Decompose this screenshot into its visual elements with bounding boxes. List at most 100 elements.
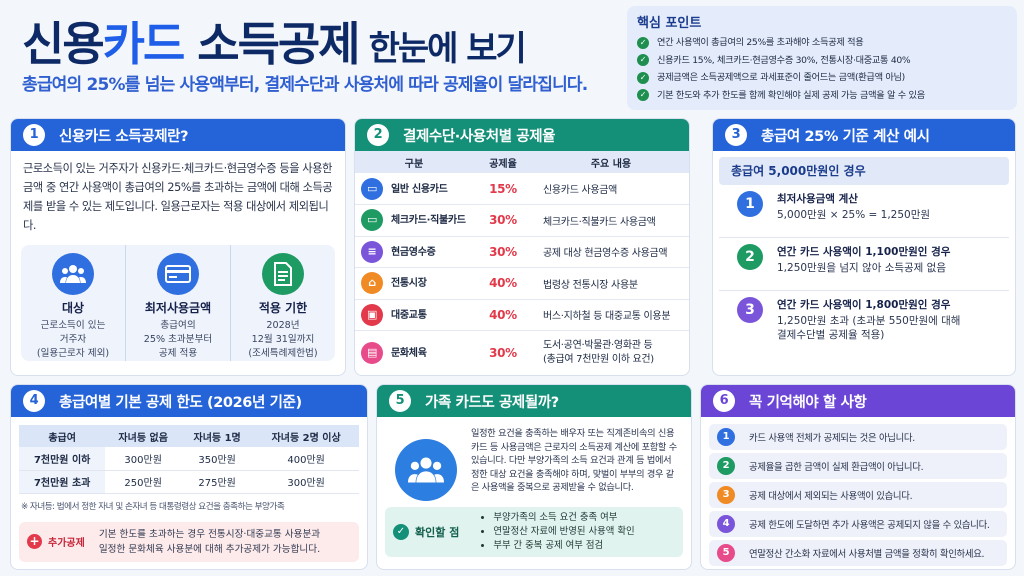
- document-icon: [262, 253, 304, 295]
- receipt-icon: ≡: [361, 240, 383, 263]
- card-header: 6 꼭 기억해야 할 사항: [701, 385, 1015, 417]
- extra-deduction-box: + 추가공제 기본 한도를 초과하는 경우 전통시장·대중교통 사용분과 일정한 문…: [19, 521, 359, 562]
- table-header: 공제율: [473, 151, 533, 173]
- table-row: 7천만원 초과 250만원 275만원 300만원: [19, 470, 359, 494]
- list-item: 4 공제 한도에 도달하면 추가 사용액은 공제되지 않을 수 있습니다.: [709, 511, 1007, 537]
- card-description: 근로소득이 있는 거주자가 신용카드·체크카드·현금영수증 등을 사용한 금액 …: [23, 162, 333, 232]
- key-points-title: 핵심 포인트: [637, 16, 702, 31]
- table-row: ▣ 대중교통 40% 버스·지하철 등 대중교통 이용분: [355, 299, 689, 331]
- card-title: 총급여별 기본 공제 한도 (2026년 기준): [59, 394, 302, 411]
- table-row: ▤ 문화체육 30% 도서·공연·박물관·영화관 등 (총급여 7천만원 이하 요건…: [355, 331, 689, 375]
- key-point-item: ✓ 기본 한도와 추가 한도를 함께 확인해야 실제 공제 가능 금액을 알 수 …: [637, 87, 1007, 105]
- people-icon: [52, 253, 94, 295]
- credit-card-icon: ▭: [361, 177, 383, 200]
- stat-label: 대상: [61, 301, 85, 315]
- card-title: 꼭 기억해야 할 사항: [749, 394, 867, 411]
- card-limits: 4 총급여별 기본 공제 한도 (2026년 기준) 총급여 자녀등 없음 자녀등…: [10, 384, 368, 570]
- ticket-icon: ▤: [361, 341, 383, 364]
- table-header: 자녀등 2명 이상: [253, 425, 359, 447]
- step-number: 2: [737, 244, 763, 270]
- list-item: 3 공제 대상에서 제외되는 사용액이 있습니다.: [709, 482, 1007, 508]
- table-row: ≡ 현금영수증 30% 공제 대상 현금영수증 사용금액: [355, 236, 689, 268]
- card-header: 2 결제수단·사용처별 공제율: [355, 119, 689, 151]
- card-rates: 2 결제수단·사용처별 공제율 구분 공제율 주요 내용 ▭ 일반 신용카드 15%…: [354, 118, 690, 376]
- example-step: 2 연간 카드 사용액이 1,100만원인 경우 1,250만원을 넘지 않아 소…: [719, 238, 1009, 291]
- bus-icon: ▣: [361, 303, 383, 326]
- section-number: 4: [23, 390, 45, 412]
- stat-label: 최저사용금액: [144, 301, 212, 315]
- stat-deadline: 적용 기한 2028년 12월 31일까지 (조세특례제한법): [231, 245, 335, 361]
- card-icon: [157, 253, 199, 295]
- list-item: 5 연말정산 간소화 자료에서 사용처별 금액을 정확히 확인하세요.: [709, 540, 1007, 566]
- table-header: 주요 내용: [533, 151, 689, 173]
- check-label: 확인할 점: [415, 526, 460, 539]
- example-step: 1 최저사용금액 계산 5,000만원 × 25% = 1,250만원: [719, 185, 1009, 238]
- debit-card-icon: ▭: [361, 209, 383, 232]
- card-reminders: 6 꼭 기억해야 할 사항 1 카드 사용액 전체가 공제되는 것은 아닙니다. 2…: [700, 384, 1016, 570]
- rates-table: 구분 공제율 주요 내용 ▭ 일반 신용카드 15% 신용카드 사용금액 ▭ 체크카…: [355, 151, 689, 375]
- stat-min-amount: 최저사용금액 총급여의 25% 초과분부터 공제 적용: [126, 245, 231, 361]
- page-title-small: 한눈에 보기: [368, 29, 527, 69]
- page-subtitle: 총급여의 25%를 넘는 사용액부터, 결제수단과 사용처에 따라 공제율이 달…: [22, 75, 588, 95]
- table-row: ⌂ 전통시장 40% 법령상 전통시장 사용분: [355, 267, 689, 300]
- check-icon: ✓: [637, 36, 649, 49]
- family-body: 일정한 요건을 충족하는 배우자 또는 직계존비속의 신용카드 등 사용금액은 …: [377, 417, 691, 501]
- limits-note: ※ 자녀등: 법에서 정한 자녀 및 손자녀 등 대통령령상 요건을 충족하는 …: [21, 501, 285, 512]
- card-header: 1 신용카드 소득공제란?: [11, 119, 345, 151]
- example-step: 3 연간 카드 사용액이 1,800만원인 경우 1,250만원 초과 (초과분 …: [719, 291, 1009, 357]
- list-item: 연말정산 자료에 반영된 사용액 확인: [493, 525, 634, 539]
- table-header: 총급여: [19, 425, 106, 447]
- page-title: 신용카드 소득공제 한눈에 보기: [22, 17, 527, 71]
- key-point-item: ✓ 신용카드 15%, 체크카드·현금영수증 30%, 전통시장·대중교통 40%: [637, 52, 1007, 70]
- extra-label: 추가공제: [48, 538, 85, 549]
- table-header: 자녀등 없음: [105, 425, 181, 447]
- check-list: 부양가족의 소득 요건 충족 여부 연말정산 자료에 반영된 사용액 확인 부부…: [481, 511, 634, 553]
- stats-row: 대상 근로소득이 있는 거주자 (일용근로자 제외) 최저사용금액 총급여의 25% …: [21, 245, 335, 361]
- card-header: 5 가족 카드도 공제될까?: [377, 385, 691, 417]
- list-item: 2 공제율을 곱한 금액이 실제 환급액이 아닙니다.: [709, 453, 1007, 479]
- limits-table: 총급여 자녀등 없음 자녀등 1명 자녀등 2명 이상 7천만원 이하 300만원…: [19, 425, 359, 494]
- reminder-list: 1 카드 사용액 전체가 공제되는 것은 아닙니다. 2 공제율을 곱한 금액이 실…: [701, 417, 1015, 566]
- table-row: ▭ 일반 신용카드 15% 신용카드 사용금액: [355, 173, 689, 205]
- key-point-item: ✓ 공제금액은 소득공제액으로 과세표준이 줄어드는 금액(환급액 아님): [637, 69, 1007, 87]
- table-header: 자녀등 1명: [181, 425, 254, 447]
- example-steps: 1 최저사용금액 계산 5,000만원 × 25% = 1,250만원 2 연간 …: [713, 185, 1015, 357]
- table-row: ▭ 체크카드·직불카드 30% 체크카드·직불카드 사용금액: [355, 204, 689, 237]
- section-number: 2: [367, 124, 389, 146]
- check-icon: ✓: [393, 524, 409, 540]
- key-points-box: 핵심 포인트 ✓ 연간 사용액이 총급여의 25%를 초과해야 소득공제 적용 ✓…: [627, 6, 1017, 110]
- section-number: 1: [23, 124, 45, 146]
- table-row: 7천만원 이하 300만원 350만원 400만원: [19, 447, 359, 471]
- check-icon: ✓: [637, 54, 649, 67]
- step-number: 3: [737, 297, 763, 323]
- card-title: 결제수단·사용처별 공제율: [403, 128, 556, 145]
- card-header: 4 총급여별 기본 공제 한도 (2026년 기준): [11, 385, 367, 417]
- check-icon: ✓: [637, 89, 649, 102]
- card-title: 가족 카드도 공제될까?: [425, 394, 559, 411]
- example-case-label: 총급여 5,000만원인 경우: [719, 157, 1009, 185]
- check-icon: ✓: [637, 71, 649, 84]
- card-title: 총급여 25% 기준 계산 예시: [761, 128, 930, 145]
- stat-target: 대상 근로소득이 있는 거주자 (일용근로자 제외): [21, 245, 126, 361]
- table-header: 구분: [355, 151, 473, 173]
- section-number: 6: [713, 390, 735, 412]
- family-description: 일정한 요건을 충족하는 배우자 또는 직계존비속의 신용카드 등 사용금액은 …: [471, 428, 677, 493]
- extra-text: 기본 한도를 초과하는 경우 전통시장·대중교통 사용분과 일정한 문화체육 사용…: [98, 528, 321, 555]
- market-icon: ⌂: [361, 272, 383, 295]
- check-box: ✓ 확인할 점 부양가족의 소득 요건 충족 여부 연말정산 자료에 반영된 사용…: [385, 507, 683, 557]
- family-icon: [395, 439, 457, 501]
- list-item: 부양가족의 소득 요건 충족 여부: [493, 511, 634, 525]
- card-what-is: 1 신용카드 소득공제란? 근로소득이 있는 거주자가 신용카드·체크카드·현금영…: [10, 118, 346, 376]
- card-example: 3 총급여 25% 기준 계산 예시 총급여 5,000만원인 경우 1 최저사용…: [712, 118, 1016, 376]
- step-number: 1: [737, 191, 763, 217]
- key-point-item: ✓ 연간 사용액이 총급여의 25%를 초과해야 소득공제 적용: [637, 34, 1007, 52]
- card-header: 3 총급여 25% 기준 계산 예시: [713, 119, 1015, 151]
- section-number: 3: [725, 124, 747, 146]
- plus-icon: +: [27, 534, 42, 549]
- list-item: 1 카드 사용액 전체가 공제되는 것은 아닙니다.: [709, 424, 1007, 450]
- list-item: 부부 간 중복 공제 여부 점검: [493, 539, 634, 553]
- card-title: 신용카드 소득공제란?: [59, 128, 189, 145]
- stat-label: 적용 기한: [258, 301, 308, 315]
- card-family: 5 가족 카드도 공제될까? 일정한 요건을 충족하는 배우자 또는 직계존비속의…: [376, 384, 692, 570]
- section-number: 5: [389, 390, 411, 412]
